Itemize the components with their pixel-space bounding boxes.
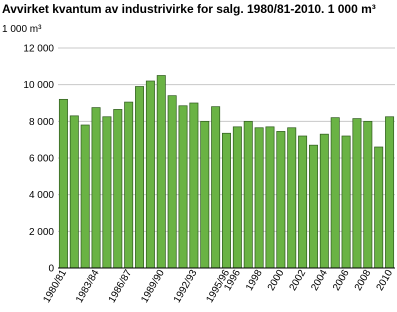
x-tick-label: 2002 [288,268,309,293]
bar [135,86,145,269]
bar [287,127,297,269]
bar [308,144,318,269]
bar [222,132,231,269]
bar [58,98,68,269]
bar [330,117,340,269]
bar [385,116,395,269]
bar [232,126,242,269]
y-tick-label: 2 000 [29,227,54,238]
bar [265,126,275,269]
bar [341,135,351,269]
bar [80,124,90,269]
y-tick-label: 10 000 [23,80,54,91]
bar [200,120,210,269]
y-tick-label: 0 [48,264,54,275]
x-tick-label: 1980/81 [41,268,69,305]
bar [298,135,308,269]
y-axis-label: 1 000 m³ [2,24,42,35]
x-tick-label: 2008 [353,268,374,293]
bar [189,102,199,269]
bar [178,105,188,269]
bar [145,80,155,269]
bar [276,131,286,269]
bar [243,120,253,269]
x-tick-label: 1998 [244,268,265,293]
chart-title: Avvirket kvantum av industrivirke for sa… [2,2,376,16]
bar [113,109,123,269]
bar [352,118,362,269]
bar [69,115,79,269]
x-tick-label: 2010 [375,268,396,293]
bar [102,116,112,269]
y-tick-label: 8 000 [29,117,54,128]
y-tick-label: 4 000 [29,190,54,201]
bar [124,101,134,269]
x-tick-label: 2000 [266,268,287,293]
bar [254,127,264,269]
bar [211,106,221,269]
bar [156,75,166,269]
x-tick-label: 1983/84 [74,268,102,305]
x-tick-label: 2006 [331,268,352,293]
x-tick-label: 1986/87 [107,268,135,305]
x-tick-label: 1992/93 [172,268,200,305]
bar [374,146,384,269]
bar [363,120,373,269]
x-tick-label: 2004 [309,268,330,293]
y-tick-label: 12 000 [23,44,54,55]
y-tick-label: 6 000 [29,154,54,165]
bar [167,95,177,269]
x-tick-label: 1989/90 [139,268,167,305]
bar [91,107,101,269]
bar [319,133,329,269]
